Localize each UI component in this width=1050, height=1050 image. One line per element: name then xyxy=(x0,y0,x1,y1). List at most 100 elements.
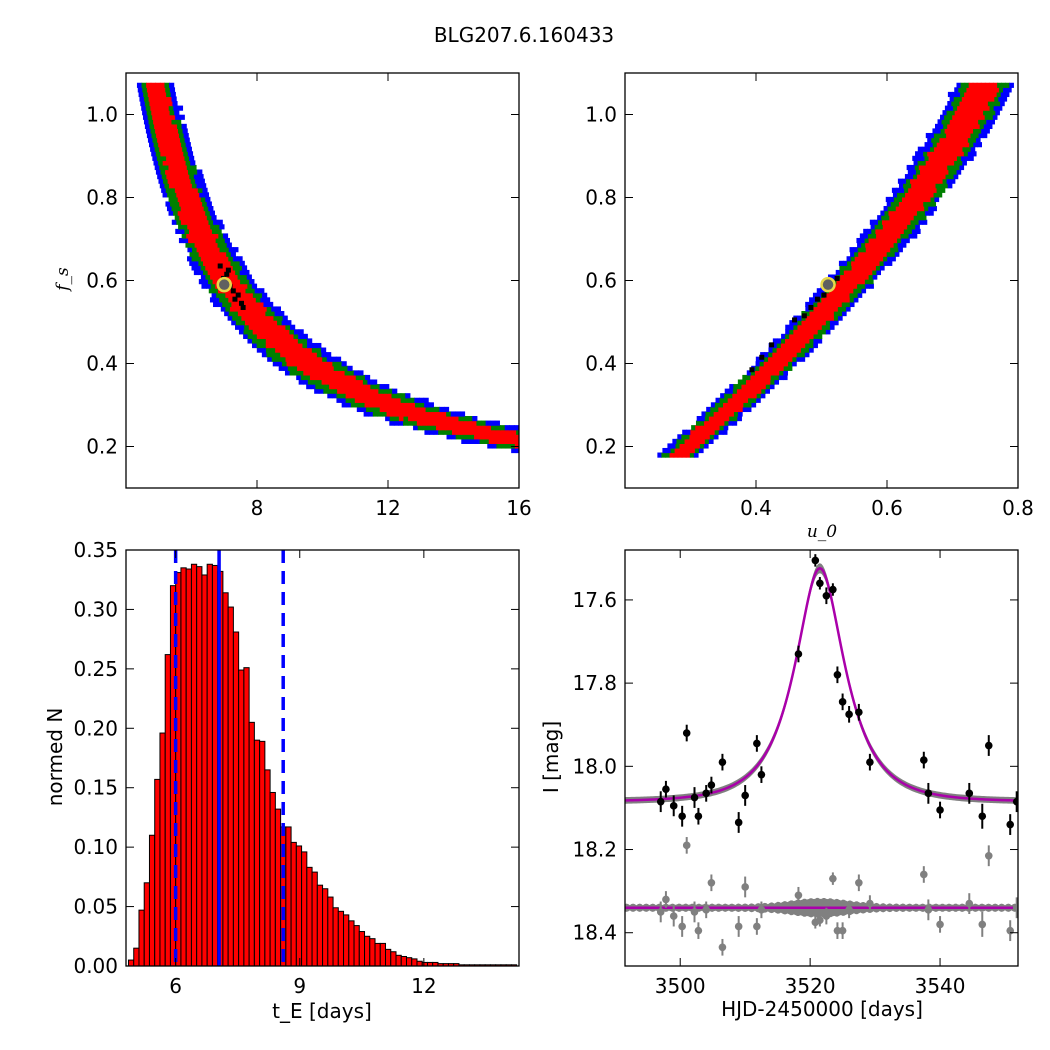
posterior-cell xyxy=(952,155,958,161)
histogram-bar xyxy=(253,739,261,966)
posterior-cell xyxy=(784,352,790,358)
posterior-cell xyxy=(805,315,811,321)
posterior-cell xyxy=(805,333,811,339)
posterior-cell xyxy=(829,306,835,312)
posterior-cell xyxy=(905,215,911,221)
posterior-cell xyxy=(758,370,764,376)
posterior-cell xyxy=(386,411,392,417)
data-point xyxy=(829,585,837,594)
residual-point xyxy=(757,906,766,914)
posterior-cell xyxy=(956,82,962,88)
posterior-cell xyxy=(821,301,827,308)
posterior-cell xyxy=(155,169,162,175)
histogram-bar xyxy=(238,669,245,966)
panel-fs-vs-u0: 0.4 0.6 0.80.20.40.60.81.0 xyxy=(585,72,1034,520)
posterior-cell xyxy=(296,374,302,381)
posterior-cell xyxy=(237,274,243,280)
posterior-cell xyxy=(151,132,157,139)
posterior-cell xyxy=(170,91,176,98)
posterior-cell xyxy=(901,215,907,221)
posterior-cell xyxy=(751,402,757,408)
posterior-cell xyxy=(331,356,337,362)
best-sample-cell xyxy=(224,271,230,277)
posterior-cell xyxy=(170,114,176,120)
posterior-cell xyxy=(939,183,945,189)
posterior-cell xyxy=(946,160,951,166)
posterior-cell xyxy=(959,137,965,143)
posterior-cell xyxy=(662,447,668,454)
posterior-cell xyxy=(469,434,475,440)
posterior-cell xyxy=(302,347,308,353)
posterior-cell xyxy=(470,429,476,435)
posterior-cell xyxy=(183,151,189,157)
posterior-cell xyxy=(839,265,845,271)
posterior-cell xyxy=(211,215,217,221)
posterior-cell xyxy=(415,402,421,408)
posterior-cell xyxy=(174,169,180,175)
posterior-cell xyxy=(230,251,236,257)
posterior-cell xyxy=(943,183,949,189)
posterior-cell xyxy=(944,128,950,134)
posterior-cell xyxy=(504,425,510,431)
posterior-cell xyxy=(429,429,435,435)
posterior-cell xyxy=(943,123,948,130)
posterior-cell xyxy=(666,447,672,454)
posterior-cell xyxy=(877,215,882,221)
posterior-cell xyxy=(274,311,280,317)
posterior-cell xyxy=(886,247,891,253)
posterior-cell xyxy=(171,119,177,125)
posterior-cell xyxy=(222,301,228,308)
posterior-cell xyxy=(684,438,690,444)
posterior-cell xyxy=(940,142,946,148)
posterior-cell xyxy=(961,142,966,148)
posterior-cell xyxy=(171,219,177,225)
posterior-cell xyxy=(756,397,761,403)
posterior-cell xyxy=(849,301,855,308)
posterior-cell xyxy=(303,370,309,376)
posterior-cell xyxy=(809,320,815,326)
posterior-cell xyxy=(248,306,254,312)
posterior-cell xyxy=(236,288,242,294)
posterior-cell xyxy=(753,388,758,394)
histogram-bar xyxy=(306,866,313,966)
posterior-cell xyxy=(290,356,296,362)
posterior-cell xyxy=(165,87,171,93)
posterior-cell xyxy=(279,333,285,339)
posterior-cell xyxy=(954,87,959,93)
posterior-cell xyxy=(298,352,304,358)
posterior-cell xyxy=(244,324,250,330)
posterior-cell xyxy=(184,137,190,143)
posterior-cell xyxy=(978,87,984,93)
posterior-cell xyxy=(853,292,859,298)
posterior-cell xyxy=(207,260,213,266)
posterior-cell xyxy=(933,160,939,166)
posterior-cell xyxy=(361,406,367,413)
posterior-cell xyxy=(821,324,827,330)
histogram-bar xyxy=(343,914,350,966)
posterior-cell xyxy=(779,365,785,371)
posterior-cell xyxy=(805,324,811,330)
posterior-cell xyxy=(240,288,247,294)
posterior-cell xyxy=(765,388,770,394)
posterior-cell xyxy=(793,320,799,326)
posterior-cell xyxy=(251,283,258,289)
posterior-cell xyxy=(168,210,174,216)
posterior-cell xyxy=(502,429,508,435)
residual-point xyxy=(924,906,933,914)
x-tick-label: 3520 xyxy=(785,974,836,998)
posterior-cell xyxy=(962,87,968,93)
posterior-cell xyxy=(839,269,845,276)
posterior-cell xyxy=(510,434,516,440)
posterior-cell xyxy=(801,320,807,326)
posterior-cell xyxy=(729,384,734,390)
posterior-cell xyxy=(680,438,686,444)
posterior-cell xyxy=(950,146,955,152)
posterior-cell xyxy=(178,237,185,244)
posterior-cell xyxy=(921,146,927,152)
posterior-cell xyxy=(252,342,258,349)
posterior-cell xyxy=(265,347,272,353)
data-point xyxy=(662,785,670,793)
posterior-cell xyxy=(318,388,324,394)
posterior-cell xyxy=(405,397,411,403)
posterior-cell xyxy=(867,228,872,234)
